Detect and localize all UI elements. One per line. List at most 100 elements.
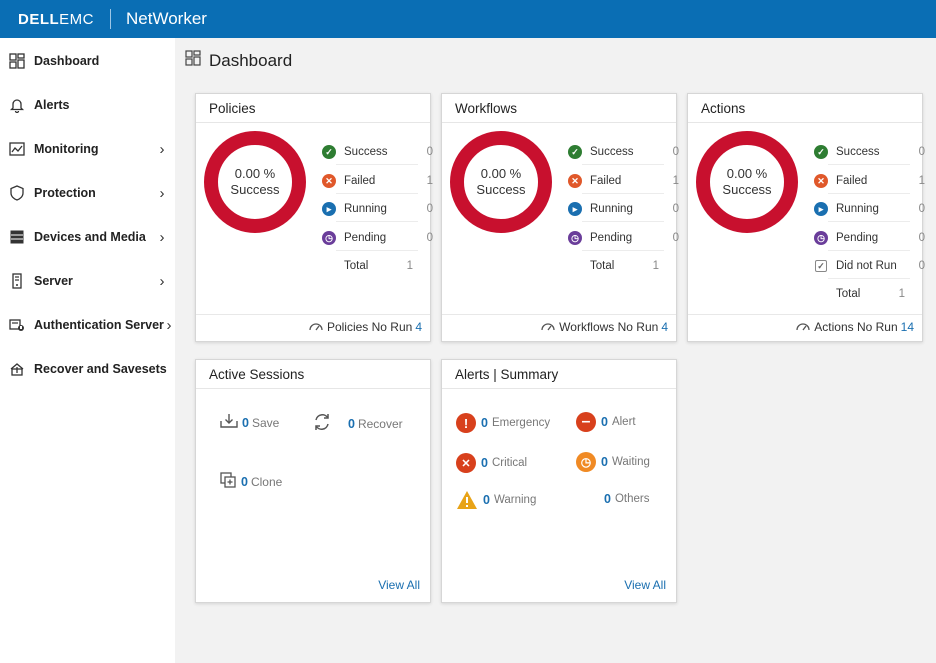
sidebar-item-label: Alerts	[34, 98, 70, 112]
stat-label: Running	[344, 203, 387, 215]
stat-value: 1	[406, 260, 413, 272]
alert-label: Alert	[611, 416, 636, 428]
alert-others[interactable]: 0 Others	[604, 492, 649, 506]
stat-row-failed[interactable]: ✕ Failed 1	[322, 171, 433, 191]
divider	[336, 250, 418, 251]
sidebar: Dashboard Alerts Monitoring › Protection…	[0, 38, 175, 663]
actions-donut-chart	[696, 131, 798, 233]
policies-donut-label: 0.00 % Success	[203, 166, 307, 198]
stat-label: Success	[344, 146, 388, 158]
session-save[interactable]: 0 Save	[219, 412, 279, 433]
stat-value: 0	[918, 146, 925, 158]
alert-label: Waiting	[611, 456, 650, 468]
stat-row-success[interactable]: ✓ Success 0	[322, 142, 433, 162]
policies-no-run[interactable]: Policies No Run 4	[309, 320, 422, 334]
divider	[828, 221, 910, 222]
sidebar-item-monitoring[interactable]: Monitoring ›	[0, 134, 175, 164]
stat-row-pending[interactable]: ◷ Pending 0	[814, 228, 925, 248]
dashboard-icon	[8, 52, 26, 70]
card-title: Active Sessions	[209, 367, 305, 382]
stat-value: 0	[918, 203, 925, 215]
dashboard-icon	[185, 50, 201, 71]
product-name: NetWorker	[126, 9, 207, 28]
alert-label: Warning	[493, 494, 537, 506]
session-count: 0	[241, 474, 248, 489]
stat-row-pending[interactable]: ◷ Pending 0	[568, 228, 679, 248]
divider	[582, 193, 664, 194]
donut-status: Success	[476, 182, 526, 197]
divider	[336, 193, 418, 194]
page-title-text: Dashboard	[209, 50, 293, 70]
actions-no-run[interactable]: Actions No Run 14	[796, 320, 914, 334]
stat-row-did-not-run[interactable]: ✓ Did not Run 0	[814, 256, 925, 276]
running-play-icon: ▸	[568, 202, 582, 216]
stat-row-failed[interactable]: ✕ Failed 1	[568, 171, 679, 191]
card-title-divider	[688, 122, 922, 123]
session-recover[interactable]: 0 Recover	[312, 412, 403, 435]
stat-label: Pending	[590, 232, 633, 244]
alert-alert[interactable]: – 0 Alert	[576, 412, 636, 432]
sessions-view-all-link[interactable]: View All	[378, 578, 420, 592]
alert-emergency[interactable]: ! 0 Emergency	[456, 413, 550, 433]
stat-value: 0	[426, 203, 433, 215]
divider	[828, 193, 910, 194]
donut-percent: 0.00 %	[726, 166, 768, 181]
sidebar-item-label: Server	[34, 274, 73, 288]
alerts-summary-card: Alerts | Summary ! 0 Emergency – 0 Alert…	[441, 359, 677, 603]
divider	[828, 250, 910, 251]
session-clone[interactable]: 0 Clone	[219, 471, 282, 492]
session-label: Clone	[250, 474, 283, 489]
sidebar-item-devices-and-media[interactable]: Devices and Media ›	[0, 222, 175, 252]
storage-icon	[8, 228, 26, 246]
alerts-view-all-link[interactable]: View All	[624, 578, 666, 592]
stat-row-running[interactable]: ▸ Running 0	[814, 199, 925, 219]
brand-dell: DELL	[18, 10, 60, 28]
alert-waiting[interactable]: ◷ 0 Waiting	[576, 452, 650, 472]
actions-card: Actions 0.00 % Success ✓ Success 0 ✕ Fai…	[687, 93, 925, 342]
success-check-icon: ✓	[568, 145, 582, 159]
sidebar-item-label: Recover and Savesets	[34, 362, 167, 376]
card-title: Policies	[209, 101, 256, 116]
chevron-right-icon: ›	[159, 272, 165, 290]
alert-critical[interactable]: ✕ 0 Critical	[456, 453, 527, 473]
stat-row-running[interactable]: ▸ Running 0	[568, 199, 679, 219]
sidebar-item-recover-and-savesets[interactable]: Recover and Savesets	[0, 354, 175, 384]
alert-count: 0	[601, 455, 608, 469]
gauge-icon	[309, 320, 323, 334]
stat-row-pending[interactable]: ◷ Pending 0	[322, 228, 433, 248]
card-title: Workflows	[455, 101, 518, 116]
sidebar-item-alerts[interactable]: Alerts	[0, 90, 175, 120]
header-divider	[110, 9, 112, 29]
policies-card: Policies 0.00 % Success ✓ Success 0 ✕ Fa…	[195, 93, 433, 342]
stat-value: 0	[918, 232, 925, 244]
server-icon	[8, 272, 26, 290]
sidebar-item-dashboard[interactable]: Dashboard	[0, 46, 175, 76]
pending-clock-icon: ◷	[814, 231, 828, 245]
card-title: Alerts | Summary	[455, 367, 559, 382]
divider	[582, 221, 664, 222]
main-content: Dashboard Policies 0.00 % Success ✓ Succ…	[175, 38, 936, 663]
alert-warning[interactable]: 0 Warning	[456, 490, 536, 510]
card-footer-divider	[442, 314, 676, 315]
stat-label: Did not Run	[836, 260, 897, 272]
stat-row-failed[interactable]: ✕ Failed 1	[814, 171, 925, 191]
running-play-icon: ▸	[814, 202, 828, 216]
divider	[336, 164, 418, 165]
sidebar-item-protection[interactable]: Protection ›	[0, 178, 175, 208]
stat-row-success[interactable]: ✓ Success 0	[814, 142, 925, 162]
card-title-divider	[442, 122, 676, 123]
pending-clock-icon: ◷	[322, 231, 336, 245]
alert-label: Critical	[491, 457, 528, 469]
actions-donut-label: 0.00 % Success	[695, 166, 799, 198]
stat-label: Running	[836, 203, 879, 215]
sidebar-item-server[interactable]: Server ›	[0, 266, 175, 296]
recover-icon	[8, 360, 26, 378]
workflows-no-run[interactable]: Workflows No Run 4	[541, 320, 668, 334]
stat-row-success[interactable]: ✓ Success 0	[568, 142, 679, 162]
stat-value: 0	[918, 260, 925, 272]
sidebar-item-authentication-server[interactable]: Authentication Server ›	[0, 310, 175, 340]
success-check-icon: ✓	[322, 145, 336, 159]
stat-row-running[interactable]: ▸ Running 0	[322, 199, 433, 219]
stat-value: 1	[672, 175, 679, 187]
emergency-exclamation-icon: !	[456, 413, 476, 433]
